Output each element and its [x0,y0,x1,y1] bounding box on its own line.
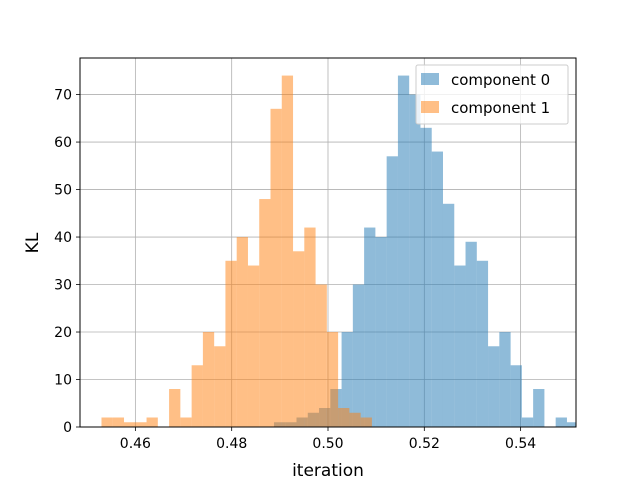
x-tick-label: 0.54 [505,436,536,452]
bar-component-0 [375,237,387,427]
bar-component-1 [270,108,282,428]
y-tick-label: 0 [63,420,72,436]
bar-component-1 [180,417,192,427]
bar-component-1 [191,365,203,427]
bar-component-0 [510,365,522,427]
bar-component-1 [315,284,327,427]
bar-component-1 [202,332,215,427]
bar-component-0 [397,75,410,428]
bar-component-1 [135,422,147,427]
bar-component-0 [454,265,466,427]
y-tick-label: 30 [54,278,72,294]
bar-component-1 [101,417,113,427]
legend-label-component-1: component 1 [451,99,550,117]
bar-component-1 [225,260,237,427]
bar-component-0 [420,127,432,427]
bar-component-1 [146,417,158,427]
bar-component-1 [281,75,294,428]
y-tick-label: 20 [54,325,72,341]
bar-component-0 [352,284,365,427]
bar-component-0 [341,332,353,427]
bar-component-0 [555,417,567,427]
y-tick-label: 60 [54,135,72,151]
y-tick-label: 40 [54,230,72,246]
bar-component-1 [247,265,260,427]
legend: component 0 component 1 [415,64,569,125]
bar-component-0 [364,227,376,427]
bar-component-1 [338,408,350,427]
x-axis-label: iteration [292,461,364,480]
y-tick-label: 10 [54,373,72,389]
grid [80,58,576,428]
bar-component-1 [112,417,125,427]
bar-component-1 [349,412,361,427]
bar-component-0 [465,241,477,427]
bar-component-1 [169,389,181,427]
legend-box [415,64,569,125]
bar-component-0 [533,389,545,427]
bar-component-1 [236,237,248,427]
ticks: 0.46 0.48 0.50 0.52 0.54 0 10 20 30 40 50 60 70 [54,88,536,452]
bar-component-0 [476,260,489,427]
bar-component-1 [326,332,339,427]
legend-label-component-0: component 0 [451,71,550,89]
bars [101,75,576,428]
bar-component-0 [499,332,511,427]
legend-swatch-component-1 [421,101,439,113]
bar-component-1 [360,417,372,427]
x-tick-label: 0.52 [409,436,440,452]
x-tick-label: 0.46 [120,436,151,452]
y-tick-label: 70 [54,88,72,104]
bar-component-0 [386,156,398,427]
bar-component-1 [304,227,316,427]
bar-component-1 [259,199,271,427]
bar-component-0 [488,346,500,427]
y-axis-label: KL [23,232,43,253]
x-tick-label: 0.50 [312,436,343,452]
legend-swatch-component-0 [421,73,439,85]
y-tick-label: 50 [54,183,72,199]
bar-component-0 [409,94,421,427]
bar-component-0 [521,417,534,427]
bar-component-0 [566,422,576,427]
bar-component-0 [442,203,455,427]
bar-component-0 [431,151,443,428]
x-tick-label: 0.48 [216,436,247,452]
bar-component-1 [214,346,226,427]
bar-component-1 [293,251,305,427]
bar-component-1 [124,422,136,427]
